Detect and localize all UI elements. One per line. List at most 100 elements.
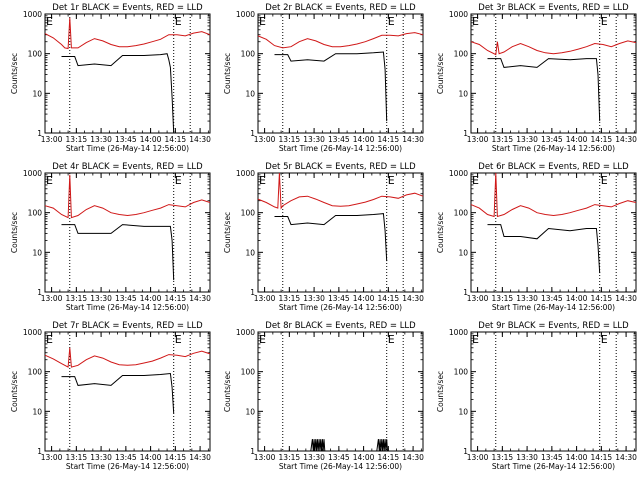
x-tick-label: 14:30	[615, 135, 637, 144]
y-tick-label: 100	[28, 368, 43, 377]
x-tick-label: 13:00	[467, 294, 489, 303]
x-axis-label: Start Time (26-May-14 12:56:00)	[492, 462, 615, 471]
x-tick-label: 13:45	[115, 294, 137, 303]
plot-frame	[257, 172, 424, 293]
y-tick-label: 100	[454, 50, 469, 59]
x-tick-label: 13:30	[90, 453, 112, 462]
chart-panel-6: Det 6r BLACK = Events, RED = LLD 1 10 100 10…	[436, 162, 637, 312]
y-tick-label: 1000	[23, 328, 42, 337]
y-axis-label: Counts/sec	[223, 53, 232, 94]
y-tick-label: 1000	[23, 10, 42, 19]
chart-title: Det 8r BLACK = Events, RED = LLD	[265, 321, 416, 331]
event-marker-label: E	[175, 15, 182, 28]
x-tick-label: 13:15	[279, 453, 301, 462]
y-tick-label: 1	[37, 288, 42, 297]
x-tick-label: 14:00	[140, 294, 162, 303]
plot-frame	[257, 13, 424, 134]
y-axis-label: Counts/sec	[10, 371, 19, 412]
series-line-events	[61, 372, 175, 414]
x-tick-label: 13:00	[41, 453, 63, 462]
x-tick-label: 13:15	[66, 453, 88, 462]
series-line-events	[274, 213, 388, 262]
x-tick-label: 14:00	[140, 135, 162, 144]
x-tick-label: 13:45	[115, 135, 137, 144]
chart-panel-8: Det 8r BLACK = Events, RED = LLD 1 10 100 10…	[223, 321, 424, 471]
chart-panel-9: Det 9r BLACK = Events, RED = LLD 1 10 100 10…	[436, 321, 637, 471]
plot-frame	[44, 172, 211, 293]
y-tick-label: 10	[245, 407, 255, 416]
y-tick-label: 10	[32, 248, 42, 257]
event-marker-label: E	[601, 333, 608, 346]
x-tick-label: 13:45	[541, 135, 563, 144]
y-axis-label: Counts/sec	[223, 212, 232, 253]
chart-panel-2: Det 2r BLACK = Events, RED = LLD 1 10 100 10…	[223, 3, 424, 153]
x-tick-label: 14:30	[189, 453, 211, 462]
series-line-events	[310, 439, 389, 452]
x-tick-label: 13:30	[303, 453, 325, 462]
x-tick-label: 13:30	[303, 294, 325, 303]
x-tick-label: 14:15	[165, 294, 187, 303]
x-tick-label: 13:30	[516, 294, 538, 303]
y-tick-label: 1	[250, 288, 255, 297]
x-tick-label: 13:15	[66, 135, 88, 144]
y-tick-label: 1000	[449, 328, 468, 337]
x-tick-label: 14:00	[566, 135, 588, 144]
x-tick-label: 13:45	[328, 135, 350, 144]
x-tick-label: 13:15	[492, 453, 514, 462]
x-tick-label: 13:30	[303, 135, 325, 144]
series-line-lld	[44, 174, 211, 219]
y-axis-label: Counts/sec	[10, 212, 19, 253]
event-marker-label: E	[472, 333, 479, 346]
event-marker-label: E	[601, 15, 608, 28]
x-tick-label: 14:00	[566, 294, 588, 303]
x-tick-label: 13:15	[66, 294, 88, 303]
event-marker-label: E	[46, 174, 53, 187]
event-marker-label: E	[259, 174, 266, 187]
x-tick-label: 13:00	[254, 294, 276, 303]
chart-title: Det 2r BLACK = Events, RED = LLD	[265, 3, 416, 13]
x-axis-label: Start Time (26-May-14 12:56:00)	[66, 144, 189, 153]
x-tick-label: 14:00	[566, 453, 588, 462]
y-tick-label: 1	[37, 447, 42, 456]
x-tick-label: 13:30	[516, 453, 538, 462]
x-tick-label: 14:00	[140, 453, 162, 462]
y-tick-label: 1000	[23, 169, 42, 178]
event-marker-label: E	[175, 174, 182, 187]
y-axis-label: Counts/sec	[223, 371, 232, 412]
event-marker-label: E	[259, 333, 266, 346]
series-line-lld	[257, 32, 424, 49]
plot-frame	[470, 331, 637, 452]
x-axis-label: Start Time (26-May-14 12:56:00)	[66, 462, 189, 471]
chart-panel-3: Det 3r BLACK = Events, RED = LLD 1 10 100 10…	[436, 3, 637, 153]
x-axis-label: Start Time (26-May-14 12:56:00)	[279, 462, 402, 471]
x-tick-label: 13:00	[467, 135, 489, 144]
x-tick-label: 14:30	[189, 294, 211, 303]
x-tick-label: 13:45	[541, 294, 563, 303]
x-tick-label: 14:30	[402, 294, 424, 303]
y-tick-label: 10	[458, 407, 468, 416]
plot-frame	[44, 331, 211, 452]
x-tick-label: 13:00	[254, 453, 276, 462]
y-tick-label: 1	[250, 447, 255, 456]
x-axis-label: Start Time (26-May-14 12:56:00)	[492, 303, 615, 312]
x-axis-label: Start Time (26-May-14 12:56:00)	[66, 303, 189, 312]
chart-title: Det 7r BLACK = Events, RED = LLD	[52, 321, 203, 331]
event-marker-label: E	[472, 174, 479, 187]
event-marker-label: E	[472, 15, 479, 28]
x-tick-label: 14:15	[165, 135, 187, 144]
y-axis-label: Counts/sec	[436, 371, 445, 412]
series-line-events	[487, 224, 601, 274]
x-tick-label: 13:00	[254, 135, 276, 144]
series-line-lld	[470, 40, 637, 56]
series-line-events	[61, 53, 175, 134]
x-tick-label: 14:30	[402, 135, 424, 144]
y-tick-label: 100	[241, 368, 256, 377]
series-line-events	[487, 58, 601, 122]
x-tick-label: 13:30	[90, 135, 112, 144]
y-axis-label: Counts/sec	[436, 53, 445, 94]
y-axis-label: Counts/sec	[10, 53, 19, 94]
x-tick-label: 13:15	[492, 294, 514, 303]
y-tick-label: 100	[454, 209, 469, 218]
x-tick-label: 14:30	[402, 453, 424, 462]
plot-frame	[44, 13, 211, 134]
